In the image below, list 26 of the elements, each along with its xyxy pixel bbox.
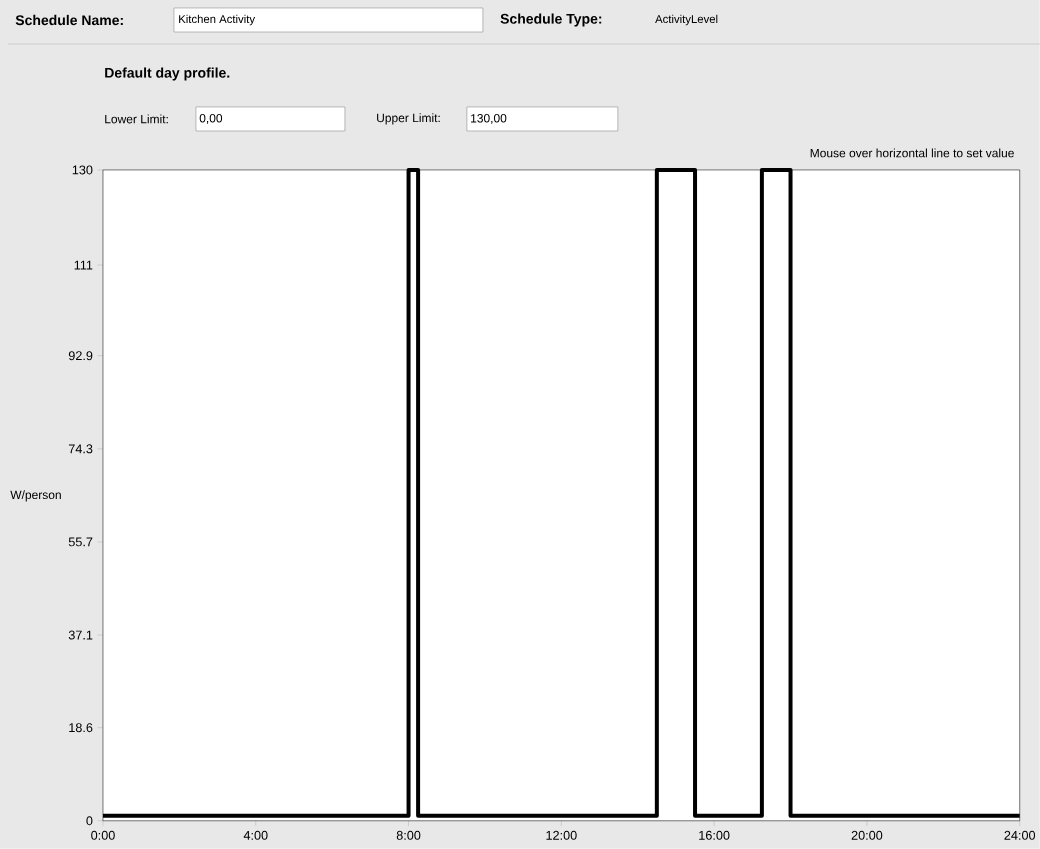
text: 130,00 [471, 114, 507, 125]
y-tick-label: 111 [74, 260, 93, 270]
y-tick-label: 18.6 [69, 723, 93, 733]
y-tick-label: 74.3 [68, 444, 93, 454]
text: Schedule Name: [15, 14, 123, 26]
text: 0,00 [199, 114, 223, 125]
text: Mouse over horizontal line to set value [810, 148, 1014, 158]
x-tick-label: 24:00 [1004, 830, 1036, 840]
x-tick-label: 16:00 [699, 830, 730, 840]
y-tick-label: 55.7 [68, 537, 93, 547]
x-tick-label: 8:00 [396, 830, 421, 840]
y-tick-label: 130 [72, 165, 93, 175]
text: Schedule Type: [500, 13, 602, 27]
x-tick-label: 0:00 [91, 830, 115, 840]
y-tick-label: 37.1 [68, 630, 93, 640]
x-tick-label: 20:00 [851, 830, 883, 840]
chart-title: Default day profile. [105, 67, 230, 81]
text: ActivityLevel [655, 14, 718, 26]
y-tick-label: 0 [86, 816, 93, 826]
y-tick-label: 92.9 [68, 351, 93, 361]
y-axis-title: W/person [10, 490, 61, 502]
text: Lower Limit: [105, 114, 168, 124]
x-tick-label: 4:00 [243, 830, 268, 840]
text: Upper Limit: [377, 113, 440, 125]
x-tick-label: 12:00 [546, 830, 577, 840]
text: Kitchen Activity [179, 14, 256, 26]
